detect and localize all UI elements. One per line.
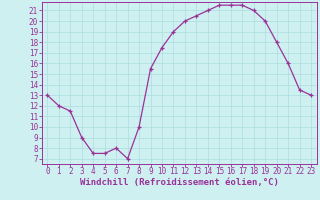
X-axis label: Windchill (Refroidissement éolien,°C): Windchill (Refroidissement éolien,°C)	[80, 178, 279, 187]
